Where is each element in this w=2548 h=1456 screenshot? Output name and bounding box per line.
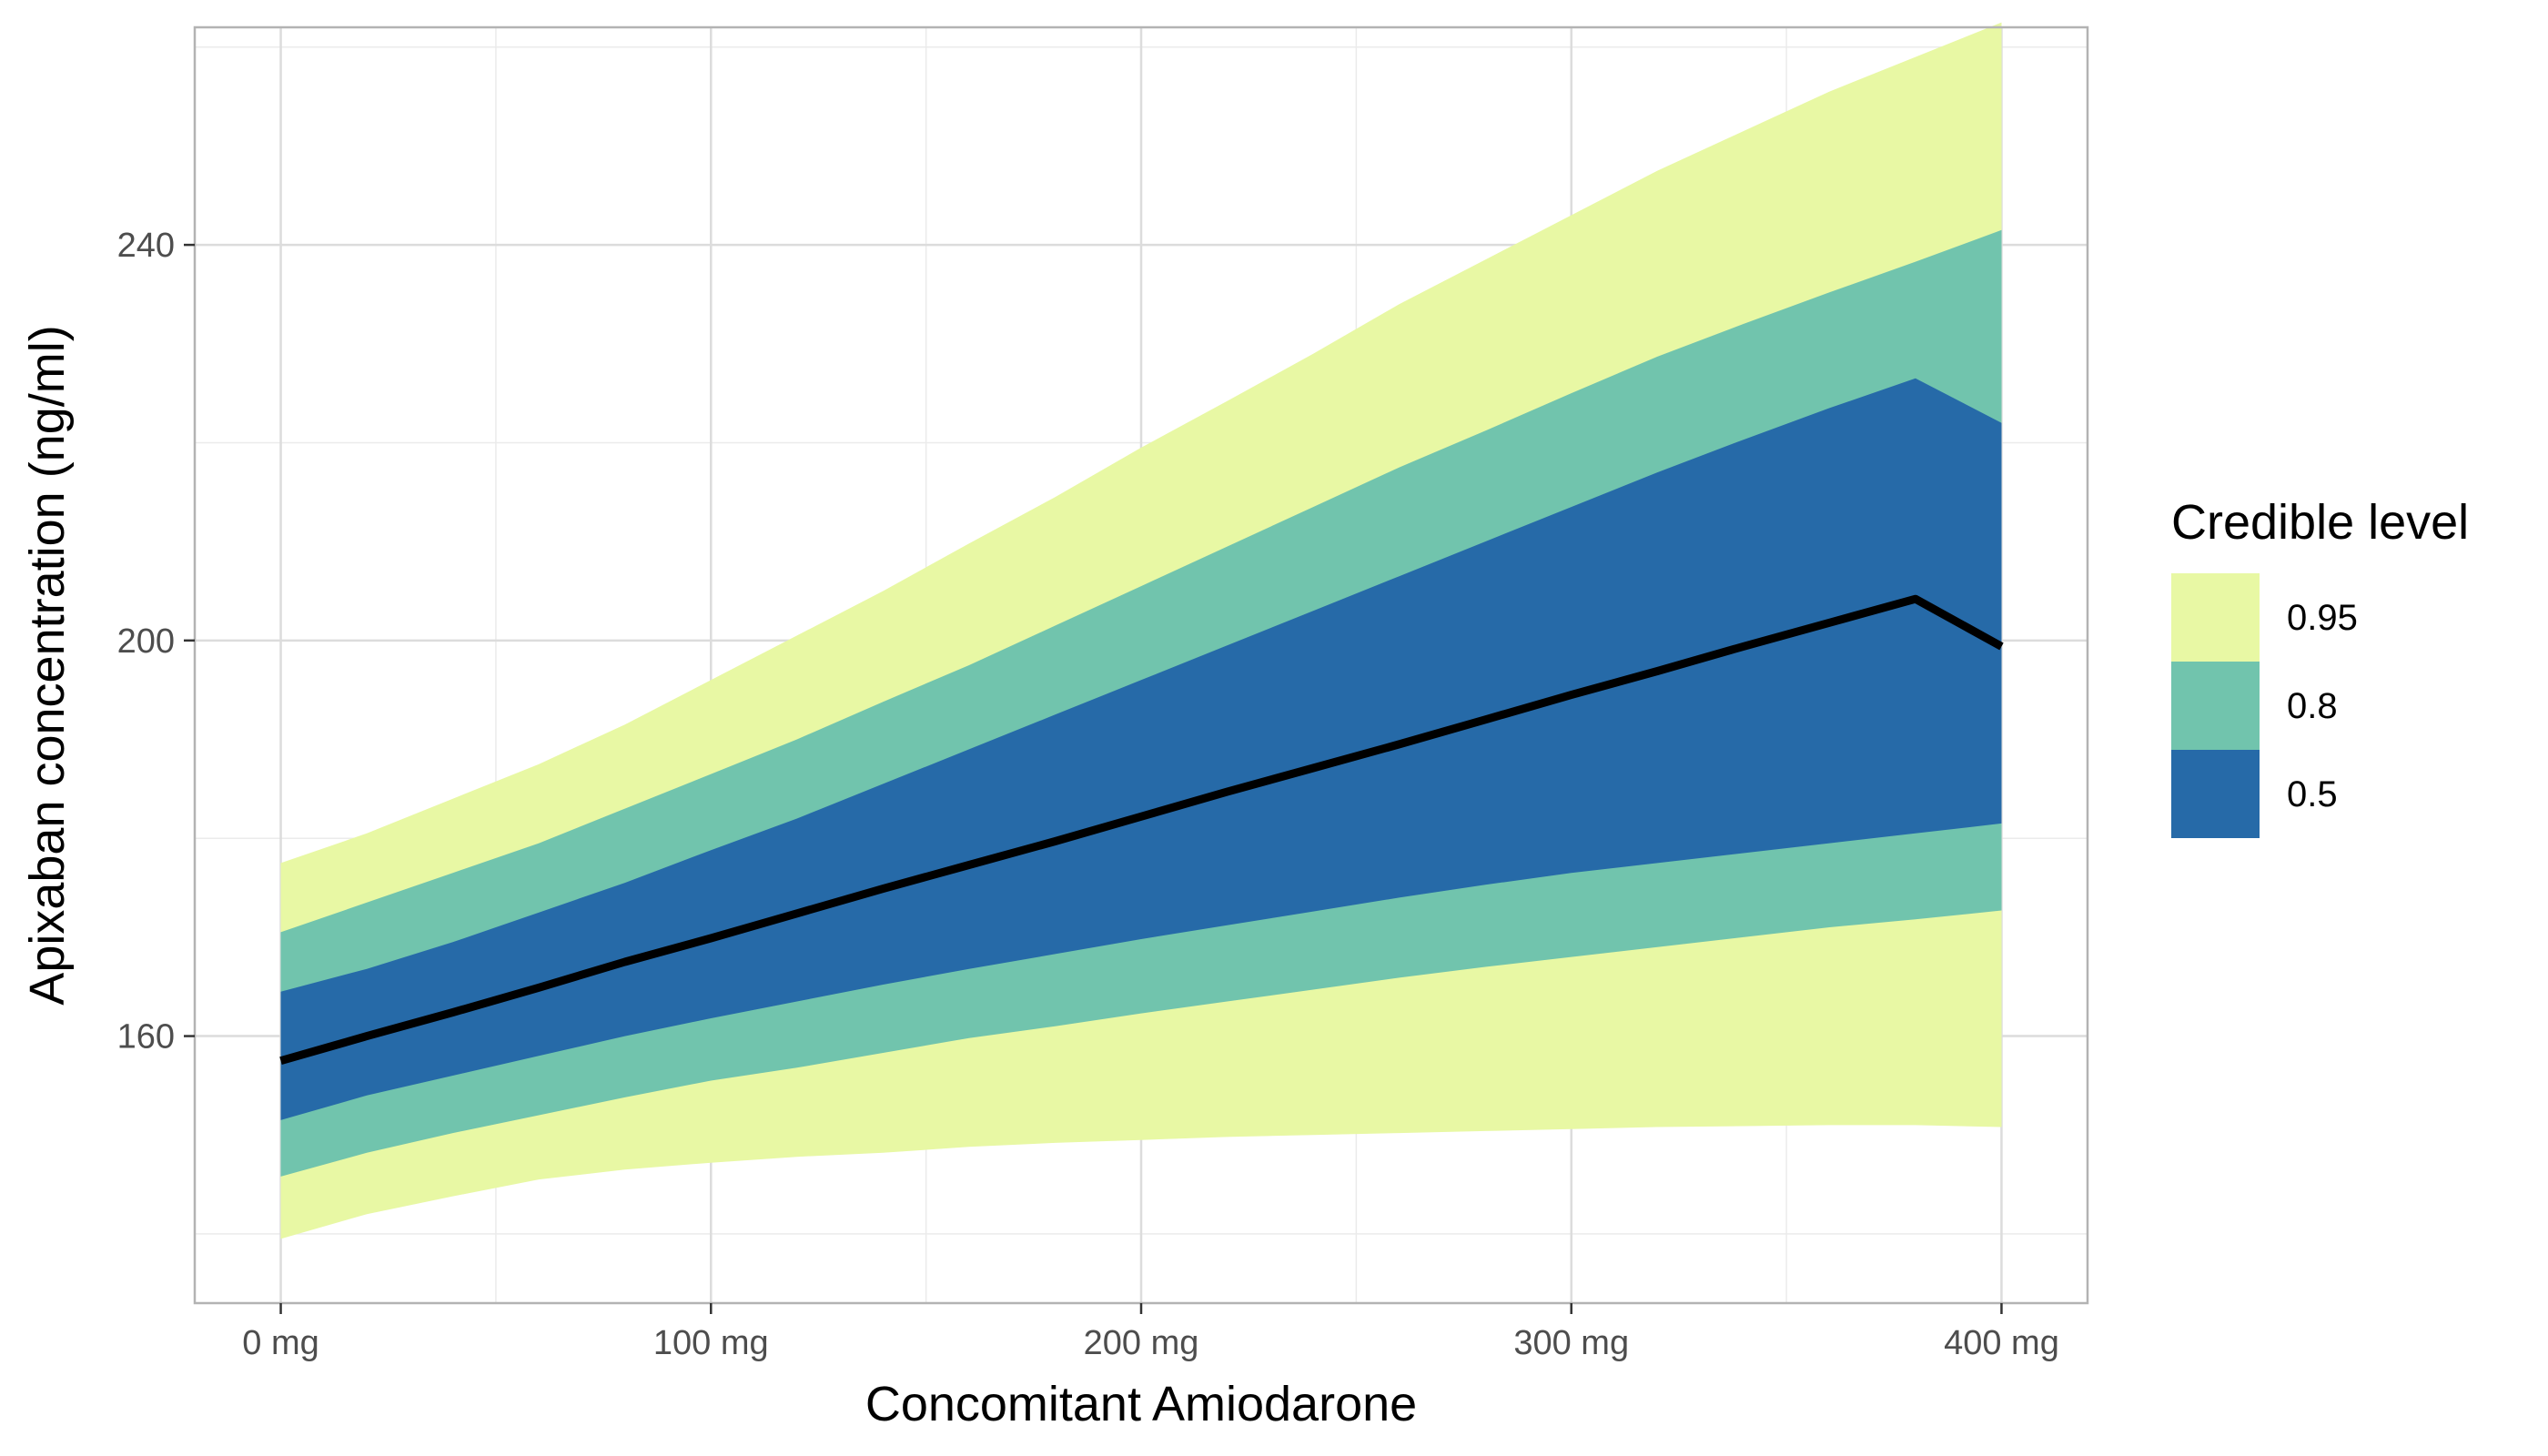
- legend-key-0.5: [2171, 750, 2260, 838]
- legend: Credible level 0.95 0.8 0.5: [2171, 495, 2469, 838]
- x-tick-label: 200 mg: [1084, 1324, 1199, 1362]
- legend-title: Credible level: [2171, 495, 2469, 550]
- legend-key-0.95: [2171, 573, 2260, 662]
- y-axis-ticks: 160 200 240: [117, 227, 195, 1057]
- legend-label-0.95: 0.95: [2287, 598, 2358, 638]
- legend-label-0.5: 0.5: [2287, 774, 2338, 814]
- x-tick-label: 100 mg: [653, 1324, 769, 1362]
- x-axis-ticks: 0 mg 100 mg 200 mg 300 mg 400 mg: [242, 1303, 2059, 1362]
- legend-label-0.8: 0.8: [2287, 686, 2338, 726]
- x-tick-label: 300 mg: [1513, 1324, 1629, 1362]
- median-line-layer: [279, 594, 2004, 1066]
- y-tick-label: 160: [117, 1018, 175, 1057]
- x-axis-title: Concomitant Amiodarone: [865, 1377, 1417, 1431]
- y-tick-label: 200: [117, 622, 175, 661]
- y-tick-label: 240: [117, 227, 175, 265]
- x-tick-label: 0 mg: [242, 1324, 318, 1362]
- legend-key-0.8: [2171, 662, 2260, 750]
- x-tick-label: 400 mg: [1944, 1324, 2059, 1362]
- median-line: [279, 594, 2004, 1066]
- y-axis-title: Apixaban concentration (ng/ml): [20, 325, 75, 1005]
